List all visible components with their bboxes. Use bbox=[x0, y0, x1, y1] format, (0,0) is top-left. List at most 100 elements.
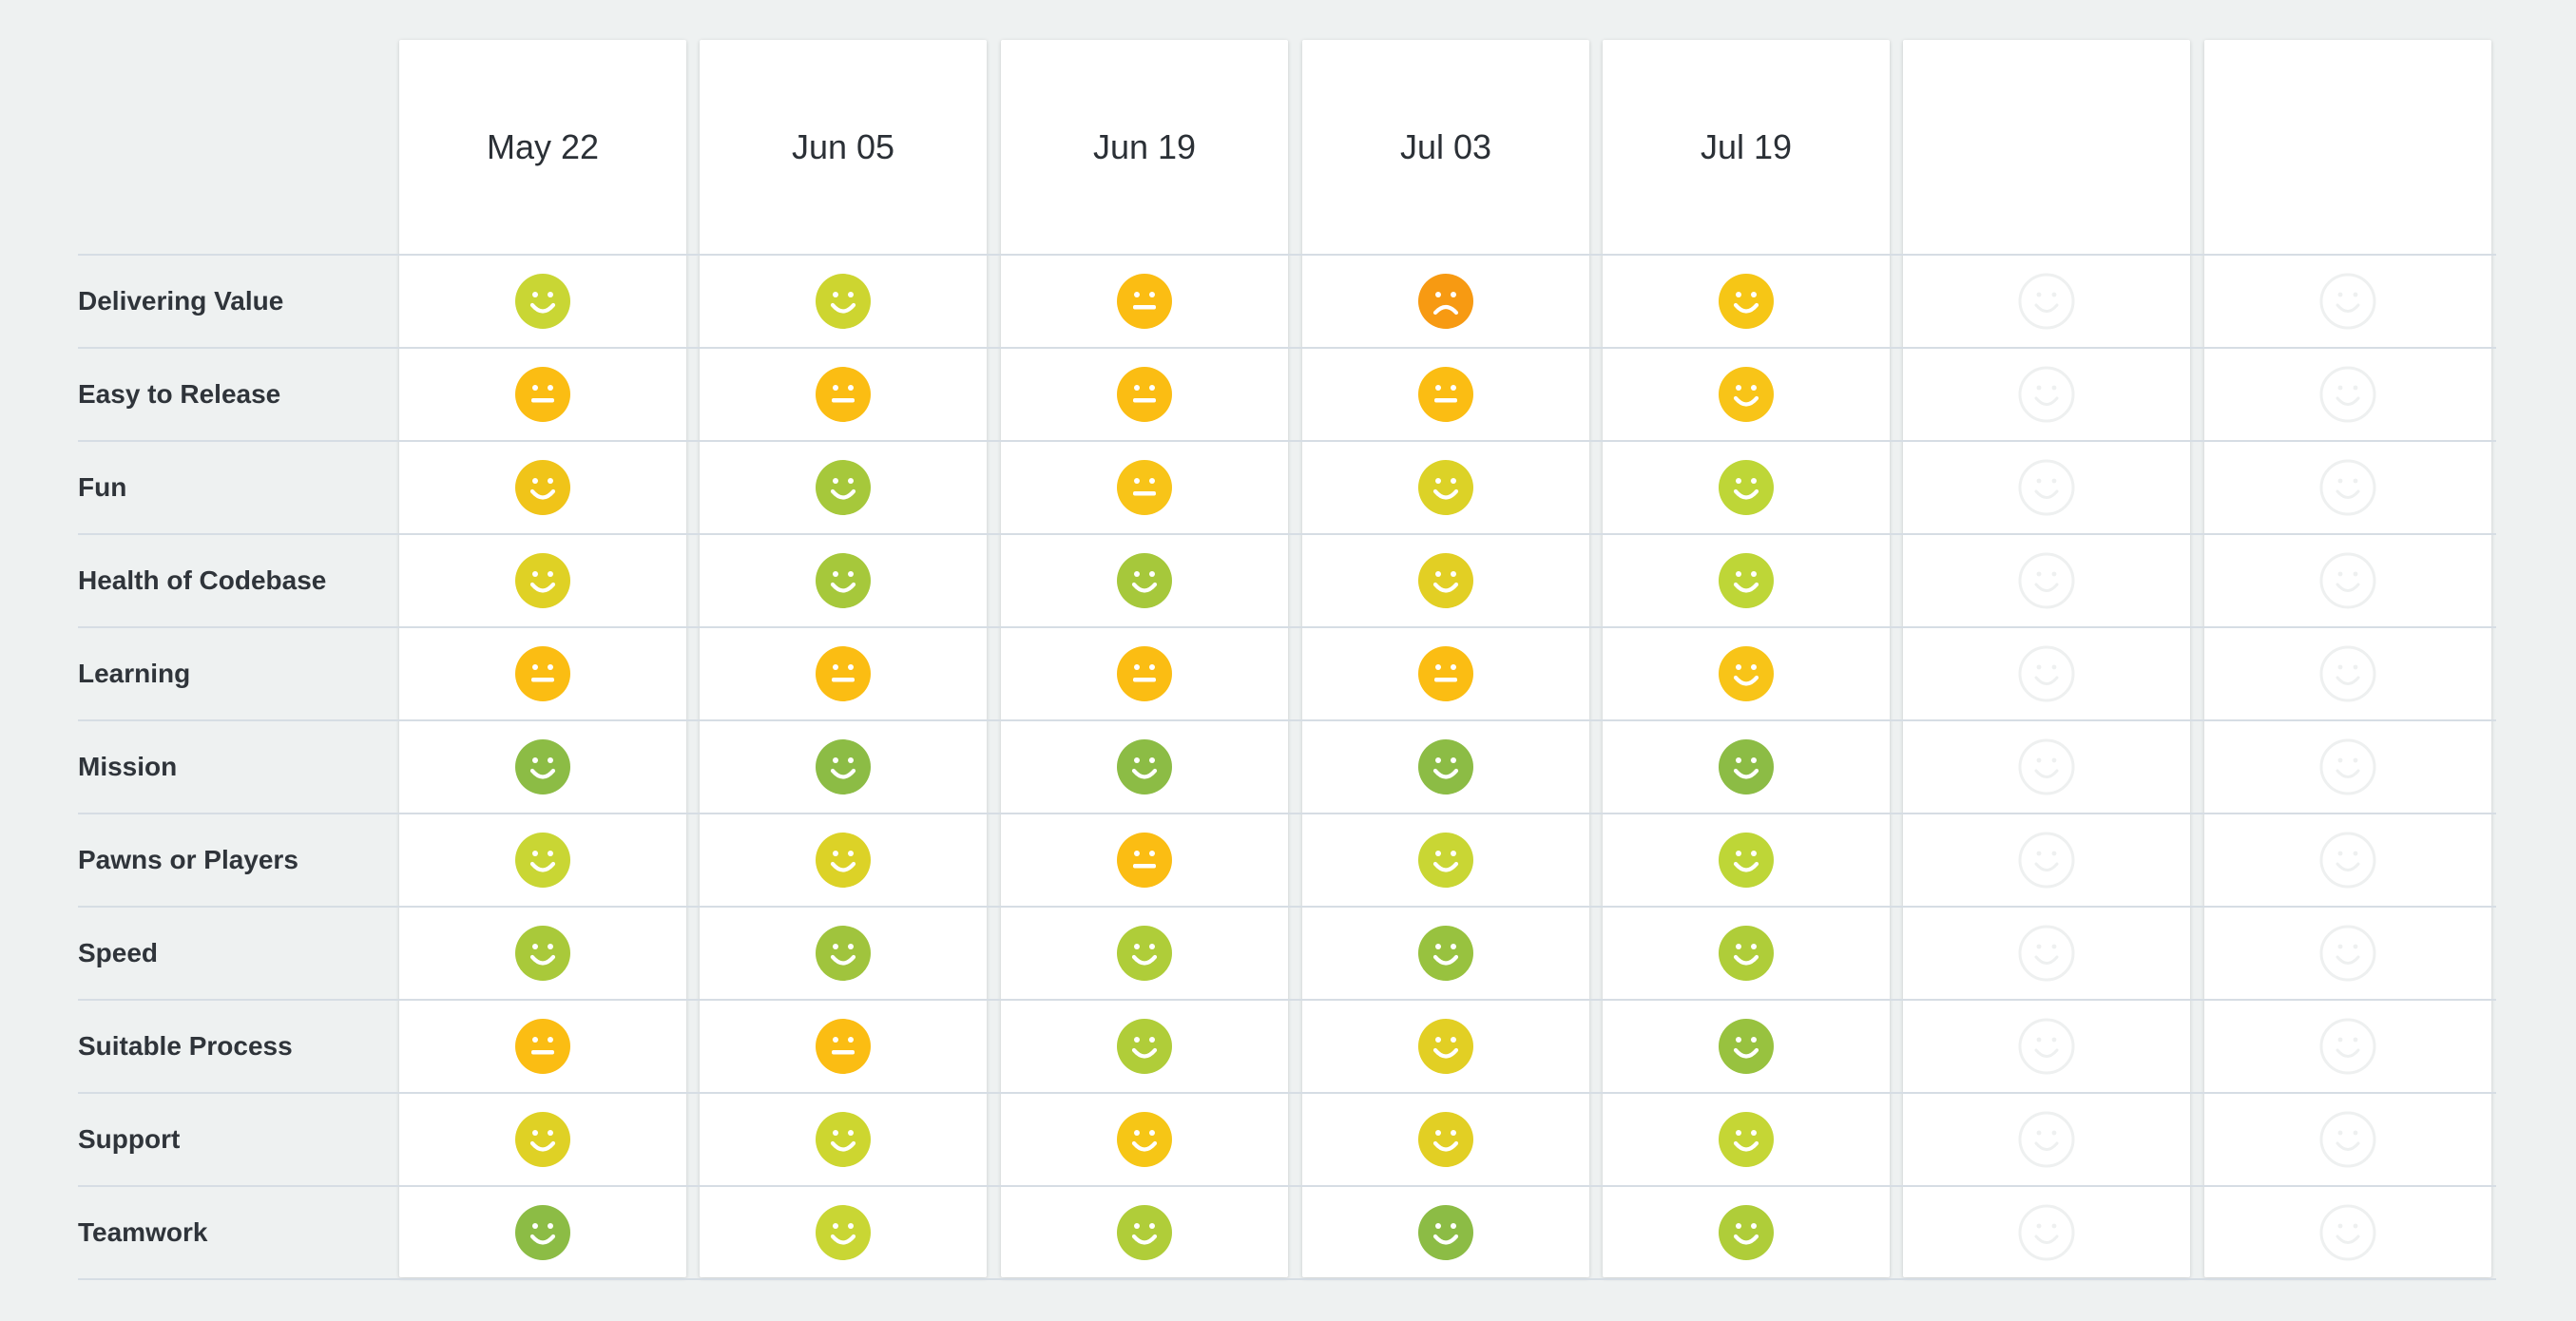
mood-cell[interactable] bbox=[700, 1093, 987, 1186]
happy-face-icon bbox=[1117, 1112, 1172, 1167]
empty-face-icon bbox=[2319, 925, 2376, 982]
empty-face-icon bbox=[2018, 366, 2075, 423]
sprint-column-header[interactable] bbox=[1903, 40, 2190, 255]
mood-cell[interactable] bbox=[399, 1000, 686, 1093]
empty-mood-cell[interactable] bbox=[1903, 1000, 2190, 1093]
mood-cell[interactable] bbox=[1603, 348, 1890, 441]
mood-cell[interactable] bbox=[1302, 627, 1589, 720]
mood-cell[interactable] bbox=[1302, 907, 1589, 1000]
empty-face-icon bbox=[2018, 832, 2075, 889]
mood-cell[interactable] bbox=[1001, 348, 1288, 441]
mood-cell[interactable] bbox=[1603, 907, 1890, 1000]
mood-cell[interactable] bbox=[1603, 720, 1890, 814]
mood-cell[interactable] bbox=[1603, 814, 1890, 907]
empty-face-icon bbox=[2018, 738, 2075, 795]
empty-mood-cell[interactable] bbox=[2204, 814, 2491, 907]
empty-mood-cell[interactable] bbox=[1903, 1093, 2190, 1186]
mood-cell[interactable] bbox=[399, 627, 686, 720]
mood-cell[interactable] bbox=[1001, 1000, 1288, 1093]
mood-cell[interactable] bbox=[1001, 441, 1288, 534]
mood-cell[interactable] bbox=[399, 441, 686, 534]
mood-cell[interactable] bbox=[1302, 348, 1589, 441]
mood-cell[interactable] bbox=[1302, 255, 1589, 348]
empty-mood-cell[interactable] bbox=[1903, 720, 2190, 814]
empty-mood-cell[interactable] bbox=[1903, 348, 2190, 441]
mood-cell[interactable] bbox=[1302, 814, 1589, 907]
empty-mood-cell[interactable] bbox=[1903, 907, 2190, 1000]
sprint-column-header[interactable]: Jul 19 bbox=[1700, 127, 1793, 166]
happy-face-icon bbox=[816, 274, 871, 329]
mood-cell[interactable] bbox=[399, 348, 686, 441]
empty-mood-cell[interactable] bbox=[2204, 627, 2491, 720]
happy-face-icon bbox=[816, 833, 871, 888]
happy-face-icon bbox=[1418, 1112, 1473, 1167]
empty-mood-cell[interactable] bbox=[2204, 1186, 2491, 1279]
mood-cell[interactable] bbox=[1302, 1186, 1589, 1279]
empty-mood-cell[interactable] bbox=[2204, 720, 2491, 814]
mood-cell[interactable] bbox=[1001, 720, 1288, 814]
happy-face-icon bbox=[1719, 460, 1774, 515]
sprint-column-header[interactable] bbox=[2204, 40, 2491, 255]
mood-cell[interactable] bbox=[1302, 441, 1589, 534]
mood-cell[interactable] bbox=[700, 720, 987, 814]
health-category-label: Health of Codebase bbox=[78, 565, 327, 595]
mood-cell[interactable] bbox=[1603, 627, 1890, 720]
mood-cell[interactable] bbox=[1603, 441, 1890, 534]
empty-mood-cell[interactable] bbox=[2204, 441, 2491, 534]
empty-face-icon bbox=[2319, 552, 2376, 609]
mood-cell[interactable] bbox=[1302, 1000, 1589, 1093]
mood-cell[interactable] bbox=[1302, 720, 1589, 814]
empty-mood-cell[interactable] bbox=[1903, 627, 2190, 720]
mood-cell[interactable] bbox=[399, 255, 686, 348]
mood-cell[interactable] bbox=[399, 907, 686, 1000]
happy-face-icon bbox=[1117, 553, 1172, 608]
mood-cell[interactable] bbox=[1001, 814, 1288, 907]
neutral-face-icon bbox=[1418, 367, 1473, 422]
mood-cell[interactable] bbox=[1001, 627, 1288, 720]
empty-mood-cell[interactable] bbox=[1903, 255, 2190, 348]
mood-cell[interactable] bbox=[1001, 1093, 1288, 1186]
mood-cell[interactable] bbox=[1001, 255, 1288, 348]
mood-cell[interactable] bbox=[700, 1186, 987, 1279]
mood-cell[interactable] bbox=[700, 627, 987, 720]
mood-cell[interactable] bbox=[700, 1000, 987, 1093]
mood-cell[interactable] bbox=[700, 255, 987, 348]
empty-mood-cell[interactable] bbox=[1903, 1186, 2190, 1279]
mood-cell[interactable] bbox=[1001, 907, 1288, 1000]
happy-face-icon bbox=[1719, 553, 1774, 608]
empty-mood-cell[interactable] bbox=[1903, 814, 2190, 907]
mood-cell[interactable] bbox=[1603, 1000, 1890, 1093]
mood-cell[interactable] bbox=[1001, 1186, 1288, 1279]
empty-mood-cell[interactable] bbox=[2204, 348, 2491, 441]
mood-cell[interactable] bbox=[399, 720, 686, 814]
empty-mood-cell[interactable] bbox=[2204, 1093, 2491, 1186]
row-divider bbox=[78, 1092, 2496, 1094]
mood-cell[interactable] bbox=[700, 348, 987, 441]
sprint-column-header[interactable]: Jun 19 bbox=[1092, 127, 1197, 166]
mood-cell[interactable] bbox=[1603, 1093, 1890, 1186]
mood-cell[interactable] bbox=[399, 1093, 686, 1186]
mood-cell[interactable] bbox=[1302, 534, 1589, 627]
mood-cell[interactable] bbox=[399, 814, 686, 907]
mood-cell[interactable] bbox=[1603, 1186, 1890, 1279]
mood-cell[interactable] bbox=[700, 534, 987, 627]
empty-mood-cell[interactable] bbox=[2204, 1000, 2491, 1093]
mood-cell[interactable] bbox=[399, 534, 686, 627]
empty-mood-cell[interactable] bbox=[2204, 907, 2491, 1000]
sprint-column-header[interactable]: May 22 bbox=[486, 127, 600, 166]
mood-cell[interactable] bbox=[1603, 534, 1890, 627]
empty-mood-cell[interactable] bbox=[1903, 441, 2190, 534]
sprint-column-header[interactable]: Jun 05 bbox=[791, 127, 895, 166]
mood-cell[interactable] bbox=[700, 814, 987, 907]
mood-cell[interactable] bbox=[1001, 534, 1288, 627]
mood-cell[interactable] bbox=[700, 441, 987, 534]
mood-cell[interactable] bbox=[399, 1186, 686, 1279]
sprint-column-header[interactable]: Jul 03 bbox=[1399, 127, 1492, 166]
empty-mood-cell[interactable] bbox=[2204, 255, 2491, 348]
mood-cell[interactable] bbox=[1302, 1093, 1589, 1186]
empty-mood-cell[interactable] bbox=[1903, 534, 2190, 627]
mood-cell[interactable] bbox=[1603, 255, 1890, 348]
mood-cell[interactable] bbox=[700, 907, 987, 1000]
empty-mood-cell[interactable] bbox=[2204, 534, 2491, 627]
